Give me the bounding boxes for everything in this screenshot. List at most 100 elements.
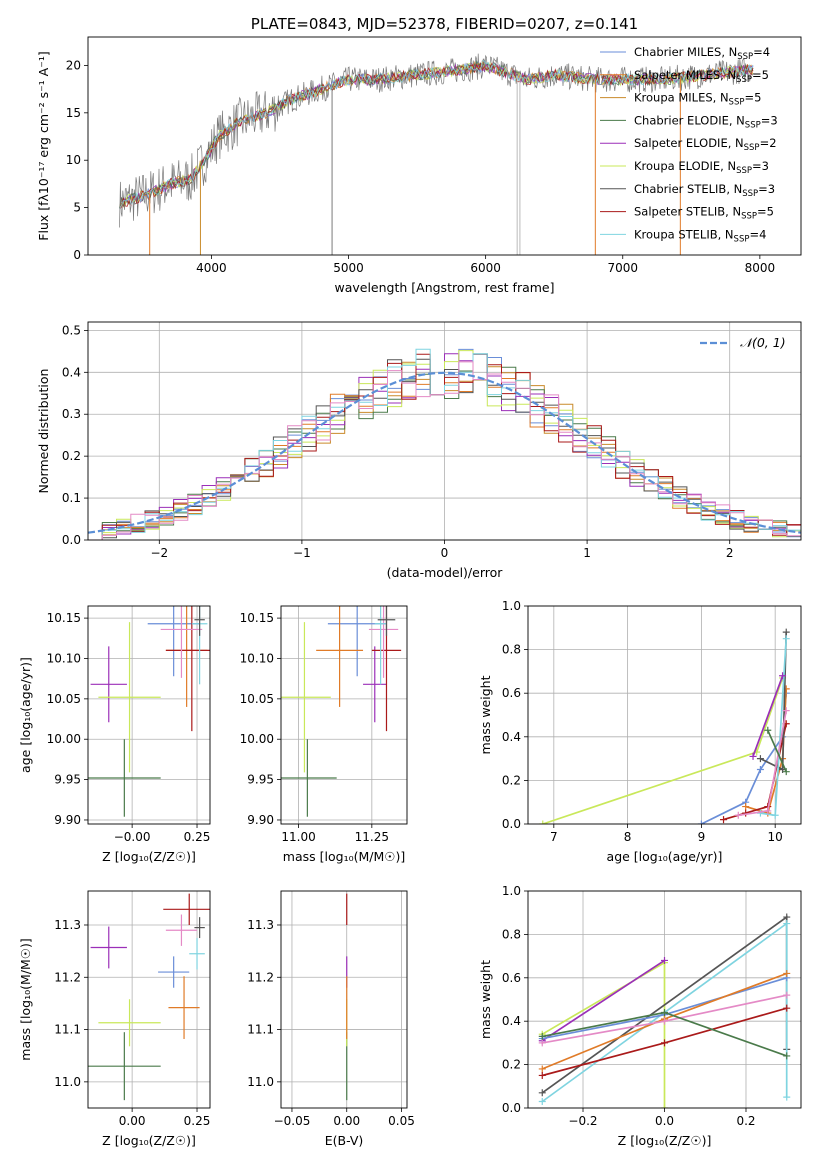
weight-marker (764, 726, 772, 734)
y-tick-label: 0.2 (62, 449, 81, 463)
errorbar-point (194, 606, 205, 636)
series-chabrier_stelib (119, 59, 754, 209)
errorbar-point (281, 739, 337, 817)
x-tick-label: 0.00 (119, 1114, 146, 1128)
y-tick-label: 1.0 (502, 599, 521, 613)
legend-label-text: Salpeter ELODIE, N (634, 136, 744, 150)
y-tick-label: 0.0 (502, 1101, 521, 1115)
legend-label-sub: SSP (734, 234, 750, 244)
y-tick-label: 0.5 (62, 323, 81, 337)
x-tick-label: −2 (150, 546, 168, 560)
legend-label-text: Kroupa MILES, N (634, 91, 729, 105)
legend-label-sub: SSP (742, 189, 758, 199)
weight-marker (783, 920, 791, 928)
errorbar-point (363, 646, 387, 723)
y-axis-label: Flux [fλ10⁻¹⁷ erg cm⁻² s⁻¹ A⁻¹] (36, 51, 51, 240)
legend-label-tail: =4 (753, 45, 770, 59)
x-tick-label: 0.05 (388, 1114, 415, 1128)
y-tick-label: 0.2 (502, 1058, 521, 1072)
x-tick-label: −0.05 (274, 1114, 311, 1128)
x-axis-label: age [log₁₀(age/yr)] (607, 849, 723, 864)
weight-marker (783, 913, 791, 921)
y-tick-label: 20 (66, 58, 81, 72)
y-tick-label: 0.8 (502, 643, 521, 657)
x-tick-label: −0.00 (114, 830, 151, 844)
y-tick-label: 0.2 (502, 773, 521, 787)
weight-marker (783, 1004, 791, 1012)
errorbar-point (163, 893, 210, 925)
y-axis-label: mass weight (478, 960, 493, 1039)
x-tick-label: 11.00 (281, 830, 315, 844)
legend-label-kroupa_stelib: Kroupa STELIB, NSSP=4 (634, 227, 766, 244)
legend-label-salpeter_stelib: Salpeter STELIB, NSSP=5 (634, 205, 774, 222)
y-tick-label: 9.95 (247, 773, 274, 787)
y-tick-label: 11.3 (247, 918, 274, 932)
series-kroupa_elodie (119, 61, 754, 209)
y-tick-label: 11.1 (247, 1023, 274, 1037)
panel-residuals: −2 −1 0 1 2 0.0 0.1 0.2 0.3 0.4 0.5 (data-model)/er… (36, 321, 802, 580)
errorbar-point (368, 606, 399, 678)
weight-marker (697, 820, 705, 824)
x-tick-label: −1 (293, 546, 311, 560)
weight-marker (538, 1089, 546, 1097)
x-tick-label: 0.25 (184, 830, 211, 844)
y-tick-label: 10.00 (47, 732, 81, 746)
y-tick-label: 11.2 (54, 970, 81, 984)
y-tick-label: 5 (73, 201, 81, 215)
errorbar-point (90, 926, 127, 969)
errorbar-point (90, 646, 127, 723)
y-tick-label: 9.95 (54, 773, 81, 787)
y-tick-label: 0.6 (502, 971, 521, 985)
plot-area-weight_vs_Z (538, 913, 791, 1108)
y-tick-label: 10.10 (47, 651, 81, 665)
histogram-pink (88, 361, 801, 540)
plot-area-age_vs_mass (281, 606, 402, 817)
weight-marker (661, 956, 668, 964)
errorbar-point (165, 914, 198, 946)
weight-marker (661, 1104, 668, 1108)
legend-label-salpeter_elodie: Salpeter ELODIE, NSSP=2 (634, 136, 777, 153)
y-tick-label: 10 (66, 153, 81, 167)
y-tick-label: 0.8 (502, 927, 521, 941)
weight-marker (539, 820, 547, 824)
legend-label-tail: =3 (758, 182, 775, 196)
legend-label-sub: SSP (745, 120, 761, 130)
axes-frame (527, 890, 802, 1109)
panel-age_vs_Z: −0.00 0.25 9.90 9.95 10.00 10.05 10.10 10.15 Z [… (18, 605, 211, 864)
errorbar-point (165, 606, 210, 732)
axes-frame (280, 890, 408, 1109)
plot-area-spectrum (119, 53, 754, 255)
errorbar-point (98, 999, 161, 1047)
x-tick-label: 9 (698, 830, 706, 844)
weight-line-salpeter_elodie (541, 959, 665, 1042)
panel-age_vs_mass: 11.00 11.25 9.90 9.95 10.00 10.05 10.10 10.15 ma… (240, 605, 408, 864)
weight-marker (538, 1032, 546, 1040)
legend-label-tail: =5 (744, 91, 761, 105)
weight-line-salpeter_stelib (723, 723, 788, 821)
weight-marker (779, 672, 787, 680)
plot-area-mass_vs_Z (88, 893, 210, 1101)
y-tick-label: 0.4 (502, 1014, 521, 1028)
errorbar-point (160, 606, 203, 678)
legend-label-chabrier_elodie: Chabrier ELODIE, NSSP=3 (634, 113, 778, 130)
y-tick-label: 0 (73, 248, 81, 262)
legend-label-tail: =5 (757, 205, 774, 219)
legend-label-text: Chabrier MILES, N (634, 45, 737, 59)
legend-label-normal: 𝒩(0, 1) (740, 335, 786, 350)
y-axis-label: age [log₁₀(age/yr)] (18, 657, 33, 773)
weight-marker (783, 1093, 791, 1101)
legend-label-sub: SSP (736, 166, 752, 176)
weight-line-chabrier_elodie (767, 729, 787, 773)
legend-label-text: Kroupa STELIB, N (634, 227, 734, 241)
axes-frame (87, 605, 211, 825)
x-tick-label: 7000 (607, 261, 638, 275)
y-tick-label: 10.10 (240, 651, 274, 665)
x-tick-label: 6000 (470, 261, 501, 275)
y-tick-label: 0.4 (62, 365, 81, 379)
normal-curve (88, 371, 801, 534)
x-tick-label: 2 (726, 546, 734, 560)
x-tick-label: 4000 (196, 261, 227, 275)
weight-marker (782, 628, 790, 636)
